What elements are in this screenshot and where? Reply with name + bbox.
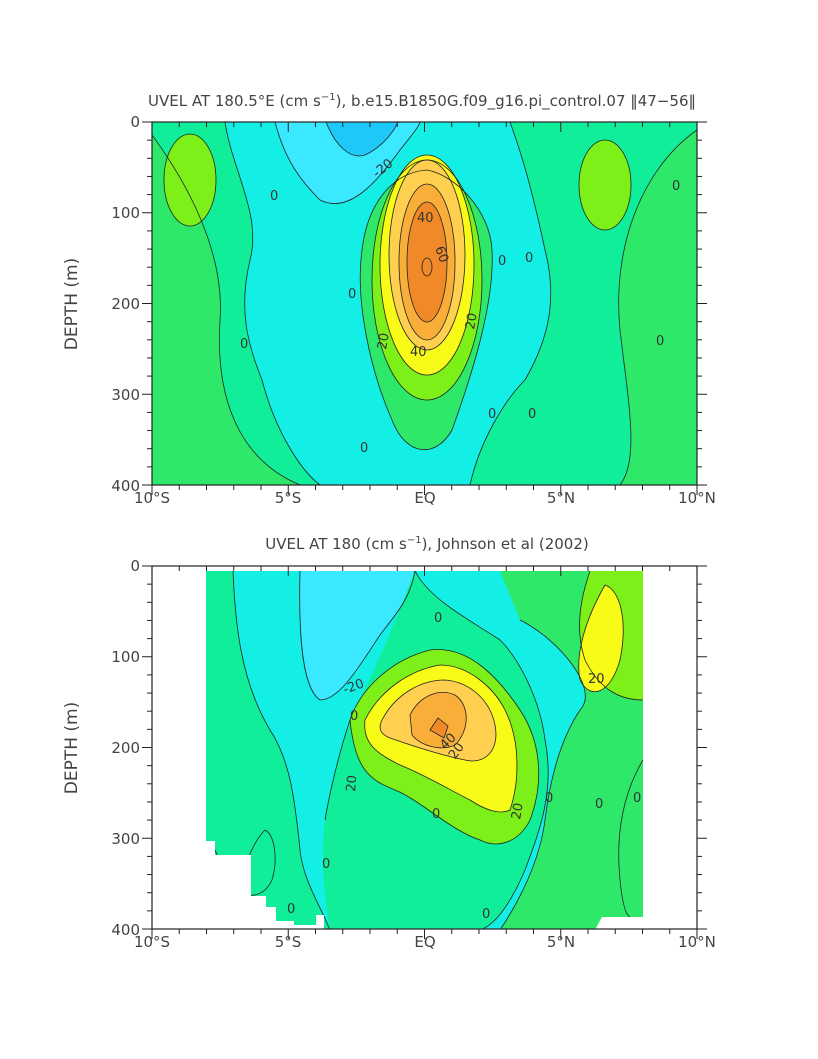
top-xtick-10n: 10°N: [678, 489, 716, 507]
top-clabel: 0: [656, 334, 664, 349]
top-ylabel: DEPTH (m): [62, 258, 82, 350]
top-contour-labels: -20 0 0 0 0 0 0 0 0 20 20 40 40 60 0 0: [240, 156, 680, 456]
top-clabel: 0: [488, 407, 496, 422]
top-ytick-100: 100: [111, 204, 140, 222]
top-clabel: 0: [240, 337, 248, 352]
top-contour-lines: [152, 122, 697, 485]
top-clabel: 0: [528, 407, 536, 422]
bottom-missing-east: [595, 566, 697, 930]
top-band-20-30-east-cell: [579, 140, 631, 230]
top-clabel: 0: [348, 287, 356, 302]
top-band-20-30-west-cell: [164, 134, 216, 226]
bottom-xtick-10s: 10°S: [134, 933, 170, 951]
top-clabel: 40: [417, 211, 434, 226]
top-contour-field: -20 0 0 0 0 0 0 0 0 20 20 40 40 60 0 0: [152, 122, 697, 485]
top-clabel: 20: [375, 332, 393, 351]
top-ticks: [142, 121, 707, 495]
top-xtick-5n: 5°N: [547, 489, 575, 507]
bottom-title: UVEL AT 180 (cm s−1), Johnson et al (200…: [265, 535, 588, 553]
bottom-clabel: 20: [344, 775, 360, 793]
bottom-xtick-5s: 5°S: [275, 933, 302, 951]
bottom-contour-field: -20 0 0 0 0 0 0 0 0 0 20 20 20 20 40: [205, 570, 644, 929]
bottom-clabel: 0: [287, 902, 295, 917]
bottom-clabel: 0: [545, 791, 553, 806]
top-clabel: 0: [360, 441, 368, 456]
bottom-missing-sw: [152, 566, 294, 930]
bottom-band-30-40-ne: [578, 585, 624, 692]
top-core-max: [421, 257, 433, 277]
top-band-10-20-east: [618, 130, 697, 485]
top-ytick-300: 300: [111, 386, 140, 404]
bottom-clabel: 0: [432, 807, 440, 822]
bottom-missing-south-sliver: [294, 915, 324, 930]
bottom-panel: UVEL AT 180 (cm s−1), Johnson et al (200…: [62, 535, 716, 951]
bottom-ytick-300: 300: [111, 830, 140, 848]
bottom-ytick-200: 200: [111, 739, 140, 757]
bottom-clabel: 0: [595, 797, 603, 812]
top-clabel: 40: [410, 345, 427, 360]
bottom-ytick-100: 100: [111, 648, 140, 666]
bottom-band-m20-m10: [299, 571, 415, 700]
top-ytick-0: 0: [130, 113, 140, 131]
bottom-ticks: [142, 565, 707, 939]
bottom-xtick-5n: 5°N: [547, 933, 575, 951]
bottom-clabel: 0: [482, 907, 490, 922]
bottom-xtick-10n: 10°N: [678, 933, 716, 951]
top-clabel: 20: [463, 312, 481, 331]
top-clabel: 60: [431, 244, 451, 265]
top-band-lt-m20: [326, 122, 398, 156]
bottom-ytick-400: 400: [111, 921, 140, 939]
top-ytick-400: 400: [111, 477, 140, 495]
bottom-band-gt-60-core: [430, 718, 448, 738]
top-xtick-5s: 5°S: [275, 489, 302, 507]
bottom-clabel: 0: [633, 791, 641, 806]
bottom-xtick-eq: EQ: [414, 933, 435, 951]
top-clabel: 0: [270, 189, 278, 204]
top-clabel: 0: [498, 254, 506, 269]
bottom-clabel: 0: [350, 709, 358, 724]
bottom-ylabel: DEPTH (m): [62, 702, 82, 794]
top-title: UVEL AT 180.5°E (cm s−1), b.e15.B1850G.f…: [148, 92, 696, 111]
bottom-clabel: 0: [322, 857, 330, 872]
top-xtick-10s: 10°S: [134, 489, 170, 507]
bottom-clabel: 0: [434, 611, 442, 626]
bottom-ytick-0: 0: [130, 557, 140, 575]
bottom-clabel: 20: [509, 802, 527, 821]
top-clabel: 0: [525, 251, 533, 266]
bottom-clabel: 20: [588, 672, 605, 687]
top-clabel: 0: [672, 179, 680, 194]
bottom-clabel: -20: [341, 676, 366, 697]
top-xtick-eq: EQ: [414, 489, 435, 507]
top-panel: UVEL AT 180.5°E (cm s−1), b.e15.B1850G.f…: [62, 92, 716, 507]
top-ytick-200: 200: [111, 295, 140, 313]
bottom-contour-lines: [205, 570, 644, 929]
